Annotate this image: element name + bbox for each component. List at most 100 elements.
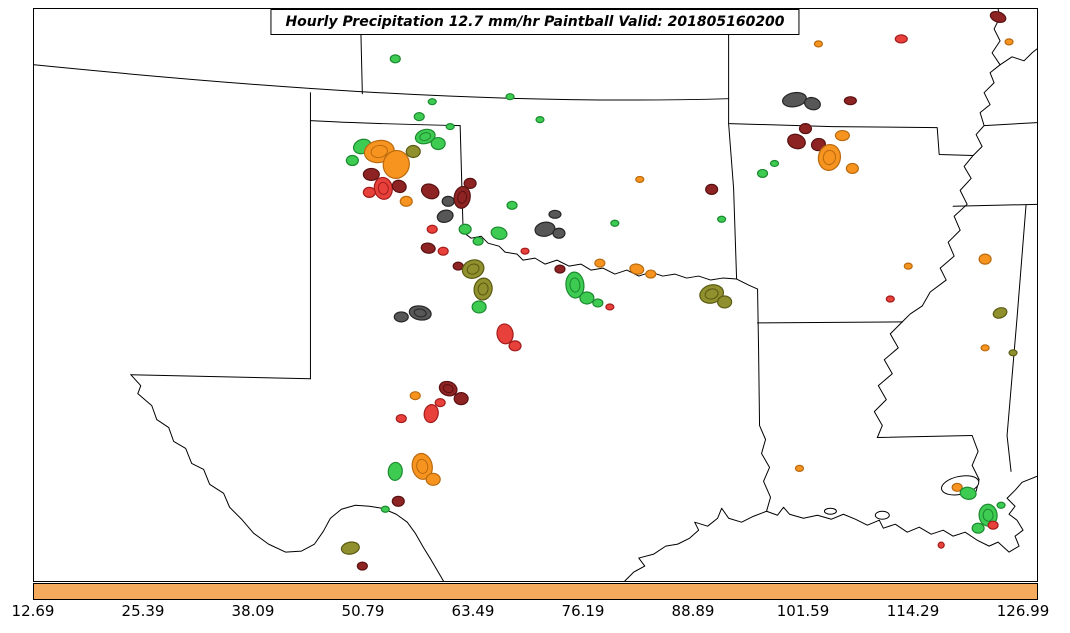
precip-blob-orange bbox=[411, 452, 433, 480]
precip-blob-green bbox=[592, 298, 604, 308]
map-canvas bbox=[34, 9, 1037, 581]
border-tx-la-sabine bbox=[757, 288, 772, 512]
precip-blob-gray bbox=[393, 311, 409, 323]
precip-blob-green bbox=[506, 200, 518, 210]
precip-blob-green bbox=[387, 461, 403, 481]
precip-blob-maroon bbox=[420, 183, 440, 200]
border-tn-ms bbox=[952, 203, 1037, 207]
precip-blob-gray bbox=[408, 305, 432, 321]
precip-blob-green bbox=[959, 486, 977, 500]
precip-blob-maroon bbox=[438, 380, 458, 397]
precip-blob-maroon bbox=[843, 96, 857, 106]
border-la-ms-31n bbox=[876, 435, 973, 438]
colorbar-tick-label: 25.39 bbox=[121, 602, 165, 620]
colorbar bbox=[33, 583, 1038, 600]
precip-blob-green bbox=[505, 93, 515, 101]
precip-blob-maroon bbox=[356, 561, 368, 571]
precip-blob-red bbox=[434, 398, 446, 408]
precip-blob-olive bbox=[717, 295, 733, 309]
precip-blob-maroon bbox=[453, 392, 469, 406]
border-ms-al bbox=[1006, 204, 1027, 472]
precip-blob-red bbox=[362, 186, 376, 198]
precip-blob-green bbox=[769, 159, 780, 168]
precip-blob-olive bbox=[992, 307, 1008, 319]
precip-blob-maroon bbox=[463, 177, 477, 189]
precip-blob-green bbox=[430, 136, 446, 151]
precip-blob-green bbox=[472, 236, 484, 246]
precip-blob-orange bbox=[794, 464, 805, 472]
precip-blob-olive bbox=[461, 259, 485, 279]
state-borders bbox=[34, 9, 1037, 581]
precip-blob-orange bbox=[1004, 38, 1014, 46]
precip-blob-red bbox=[987, 520, 999, 530]
precip-blob-green bbox=[565, 271, 585, 299]
precip-blob-red bbox=[496, 323, 514, 345]
precip-blob-maroon bbox=[705, 183, 719, 195]
colorbar-ticks: 12.69 25.39 38.09 50.79 63.49 76.19 88.89 101.5… bbox=[12, 602, 1050, 624]
precip-blob-orange bbox=[382, 149, 410, 179]
red-river bbox=[462, 231, 759, 290]
precip-blob-green bbox=[535, 116, 545, 124]
border-37n-parallel bbox=[34, 64, 730, 101]
colorbar-tick-label: 101.59 bbox=[776, 602, 830, 620]
precip-blob-gray bbox=[552, 227, 566, 239]
precip-blob-orange bbox=[409, 391, 421, 401]
precip-blob-green bbox=[414, 128, 436, 145]
precip-blob-green bbox=[610, 219, 620, 227]
gulf-coast bbox=[624, 475, 1037, 581]
border-36p5-parallel bbox=[309, 120, 461, 127]
mississippi-river-la bbox=[873, 321, 903, 438]
colorbar-tick-label: 63.49 bbox=[451, 602, 495, 620]
precip-blob-green bbox=[996, 501, 1006, 509]
precip-blob-orange bbox=[635, 175, 645, 183]
precip-blob-gray bbox=[441, 195, 455, 207]
precip-blob-orange bbox=[978, 253, 992, 265]
precip-blob-olive bbox=[699, 284, 725, 304]
precip-blob-orange bbox=[645, 269, 657, 279]
border-tx-nm-32n bbox=[130, 374, 311, 380]
colorbar-tick-label: 76.19 bbox=[561, 602, 605, 620]
precip-blob-orange bbox=[845, 162, 859, 175]
precip-blob-orange bbox=[903, 262, 913, 270]
precip-blob-green bbox=[345, 154, 359, 167]
coastal-lake bbox=[823, 507, 837, 515]
precip-blob-green bbox=[471, 300, 487, 314]
precip-blob-red bbox=[937, 541, 945, 549]
precip-blob-maroon bbox=[989, 10, 1007, 23]
precip-blob-maroon bbox=[787, 133, 806, 150]
precip-blob-green bbox=[413, 112, 425, 122]
precip-blob-green bbox=[579, 291, 595, 305]
precip-blob-olive bbox=[473, 277, 493, 301]
precip-blob-maroon bbox=[453, 185, 471, 209]
precip-blob-red bbox=[605, 303, 615, 311]
precip-blob-red bbox=[423, 404, 439, 424]
precip-blob-maroon bbox=[362, 167, 380, 181]
colorbar-tick-label: 38.09 bbox=[231, 602, 275, 620]
plot-title: Hourly Precipitation 12.7 mm/hr Paintbal… bbox=[270, 9, 800, 35]
precip-blob-olive bbox=[340, 541, 360, 555]
rio-grande bbox=[130, 374, 445, 581]
precip-blob-green bbox=[490, 226, 508, 240]
precip-blob-gray bbox=[782, 91, 807, 108]
precip-blob-green bbox=[971, 522, 985, 534]
border-100w bbox=[459, 125, 464, 233]
precip-blob-green bbox=[380, 505, 390, 513]
border-ky-tn bbox=[983, 122, 1037, 127]
precip-blob-green bbox=[445, 123, 455, 131]
border-ok-ar bbox=[728, 123, 738, 280]
precip-blob-red bbox=[520, 247, 530, 255]
precip-blob-orange bbox=[425, 472, 441, 486]
precip-blob-orange bbox=[399, 195, 413, 207]
precip-blob-red bbox=[894, 34, 908, 44]
precip-blob-gray bbox=[548, 209, 562, 219]
coastal-lake bbox=[874, 510, 890, 520]
precip-blob-maroon bbox=[420, 242, 436, 254]
map-frame bbox=[33, 8, 1038, 582]
lakes bbox=[823, 475, 980, 520]
precip-blob-green bbox=[427, 98, 437, 106]
mississippi-river-north bbox=[972, 9, 1001, 156]
precip-blob-maroon bbox=[798, 123, 813, 135]
precip-blob-orange bbox=[817, 143, 842, 171]
colorbar-tick-label: 12.69 bbox=[11, 602, 55, 620]
